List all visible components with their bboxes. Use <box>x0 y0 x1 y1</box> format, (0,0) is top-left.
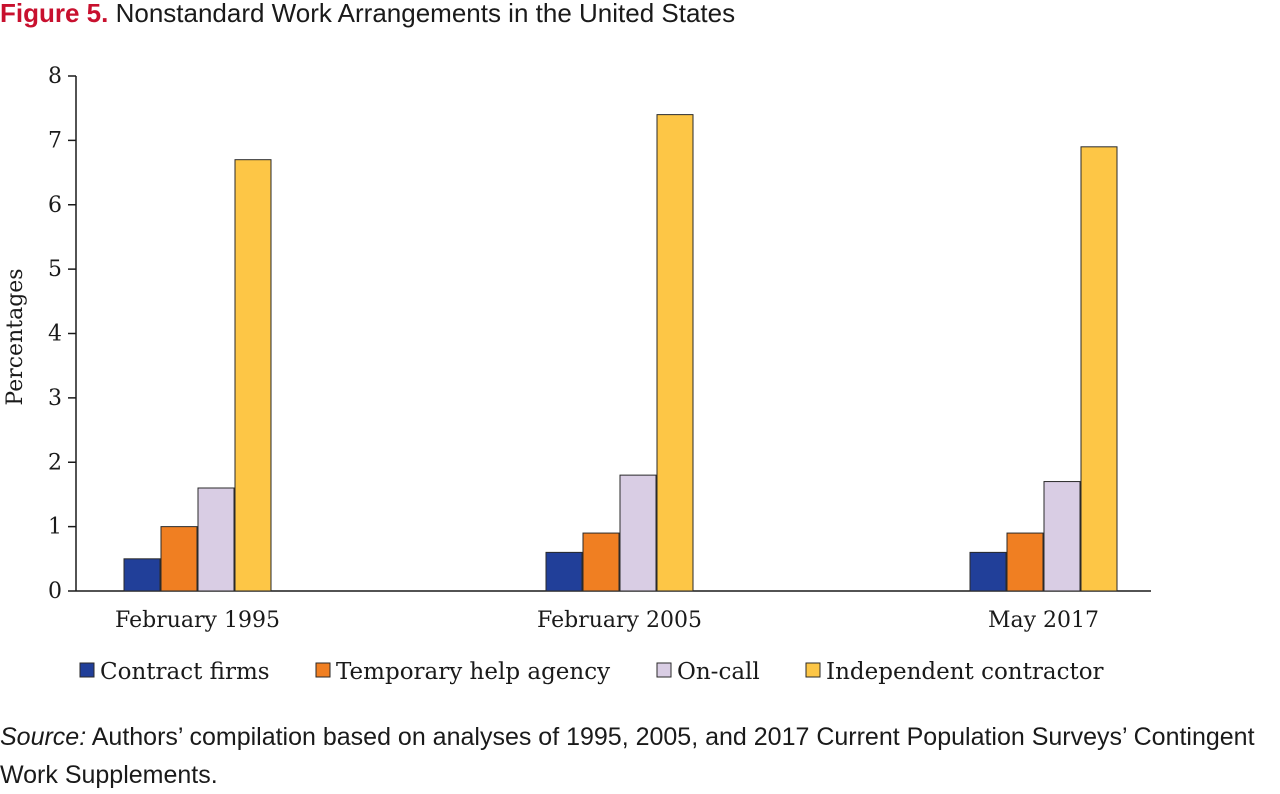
legend: Contract firms Temporary help agency On-ca… <box>79 659 1104 685</box>
figure-title-text: Nonstandard Work Arrangements in the Uni… <box>108 0 736 28</box>
legend-swatch <box>805 662 821 678</box>
y-tick-label: 6 <box>48 193 62 218</box>
bar-on-call <box>619 474 657 592</box>
legend-label: Independent contractor <box>826 659 1104 685</box>
bar-contract-firms <box>969 551 1007 592</box>
category-labels: February 1995 February 2005 May 2017 <box>115 608 1099 633</box>
legend-label: Contract firms <box>100 659 270 685</box>
bar-temporary-help-agency <box>1006 532 1044 592</box>
source-text: Authors’ compilation based on analyses o… <box>0 723 1255 789</box>
source-label: Source: <box>0 723 87 751</box>
bar-contract-firms <box>123 558 161 592</box>
bar-independent-contractor <box>1080 146 1118 592</box>
y-tick-label: 7 <box>48 128 62 153</box>
y-tick-label: 8 <box>48 64 62 89</box>
y-axis: 0 1 2 3 4 5 6 7 8 <box>48 64 1151 604</box>
y-tick-label: 2 <box>48 450 62 475</box>
bars-group <box>123 114 1118 592</box>
bar-independent-contractor <box>234 159 272 592</box>
bar-on-call <box>197 487 235 592</box>
legend-swatch <box>315 662 331 678</box>
y-axis-label: Percentages <box>3 268 28 405</box>
bar-independent-contractor <box>656 114 694 592</box>
legend-label: Temporary help agency <box>336 659 610 685</box>
y-tick-label: 4 <box>48 322 62 347</box>
figure-number: Figure 5. <box>0 0 109 28</box>
bar-temporary-help-agency <box>582 532 620 592</box>
bar-contract-firms <box>545 551 583 592</box>
y-tick-label: 5 <box>48 257 62 282</box>
x-category-label: February 1995 <box>115 608 280 633</box>
y-tick-label: 1 <box>48 515 62 540</box>
legend-label: On-call <box>677 659 760 685</box>
y-tick-label: 3 <box>48 386 62 411</box>
x-category-label: February 2005 <box>537 608 702 633</box>
legend-swatch <box>79 662 95 678</box>
x-category-label: May 2017 <box>988 608 1099 633</box>
bar-temporary-help-agency <box>160 526 198 592</box>
legend-swatch <box>656 662 672 678</box>
y-tick-label: 0 <box>48 579 62 604</box>
figure-title: Figure 5. Nonstandard Work Arrangements … <box>0 0 735 29</box>
source-note: Source: Authors’ compilation based on an… <box>0 718 1280 794</box>
bar-on-call <box>1043 481 1081 592</box>
